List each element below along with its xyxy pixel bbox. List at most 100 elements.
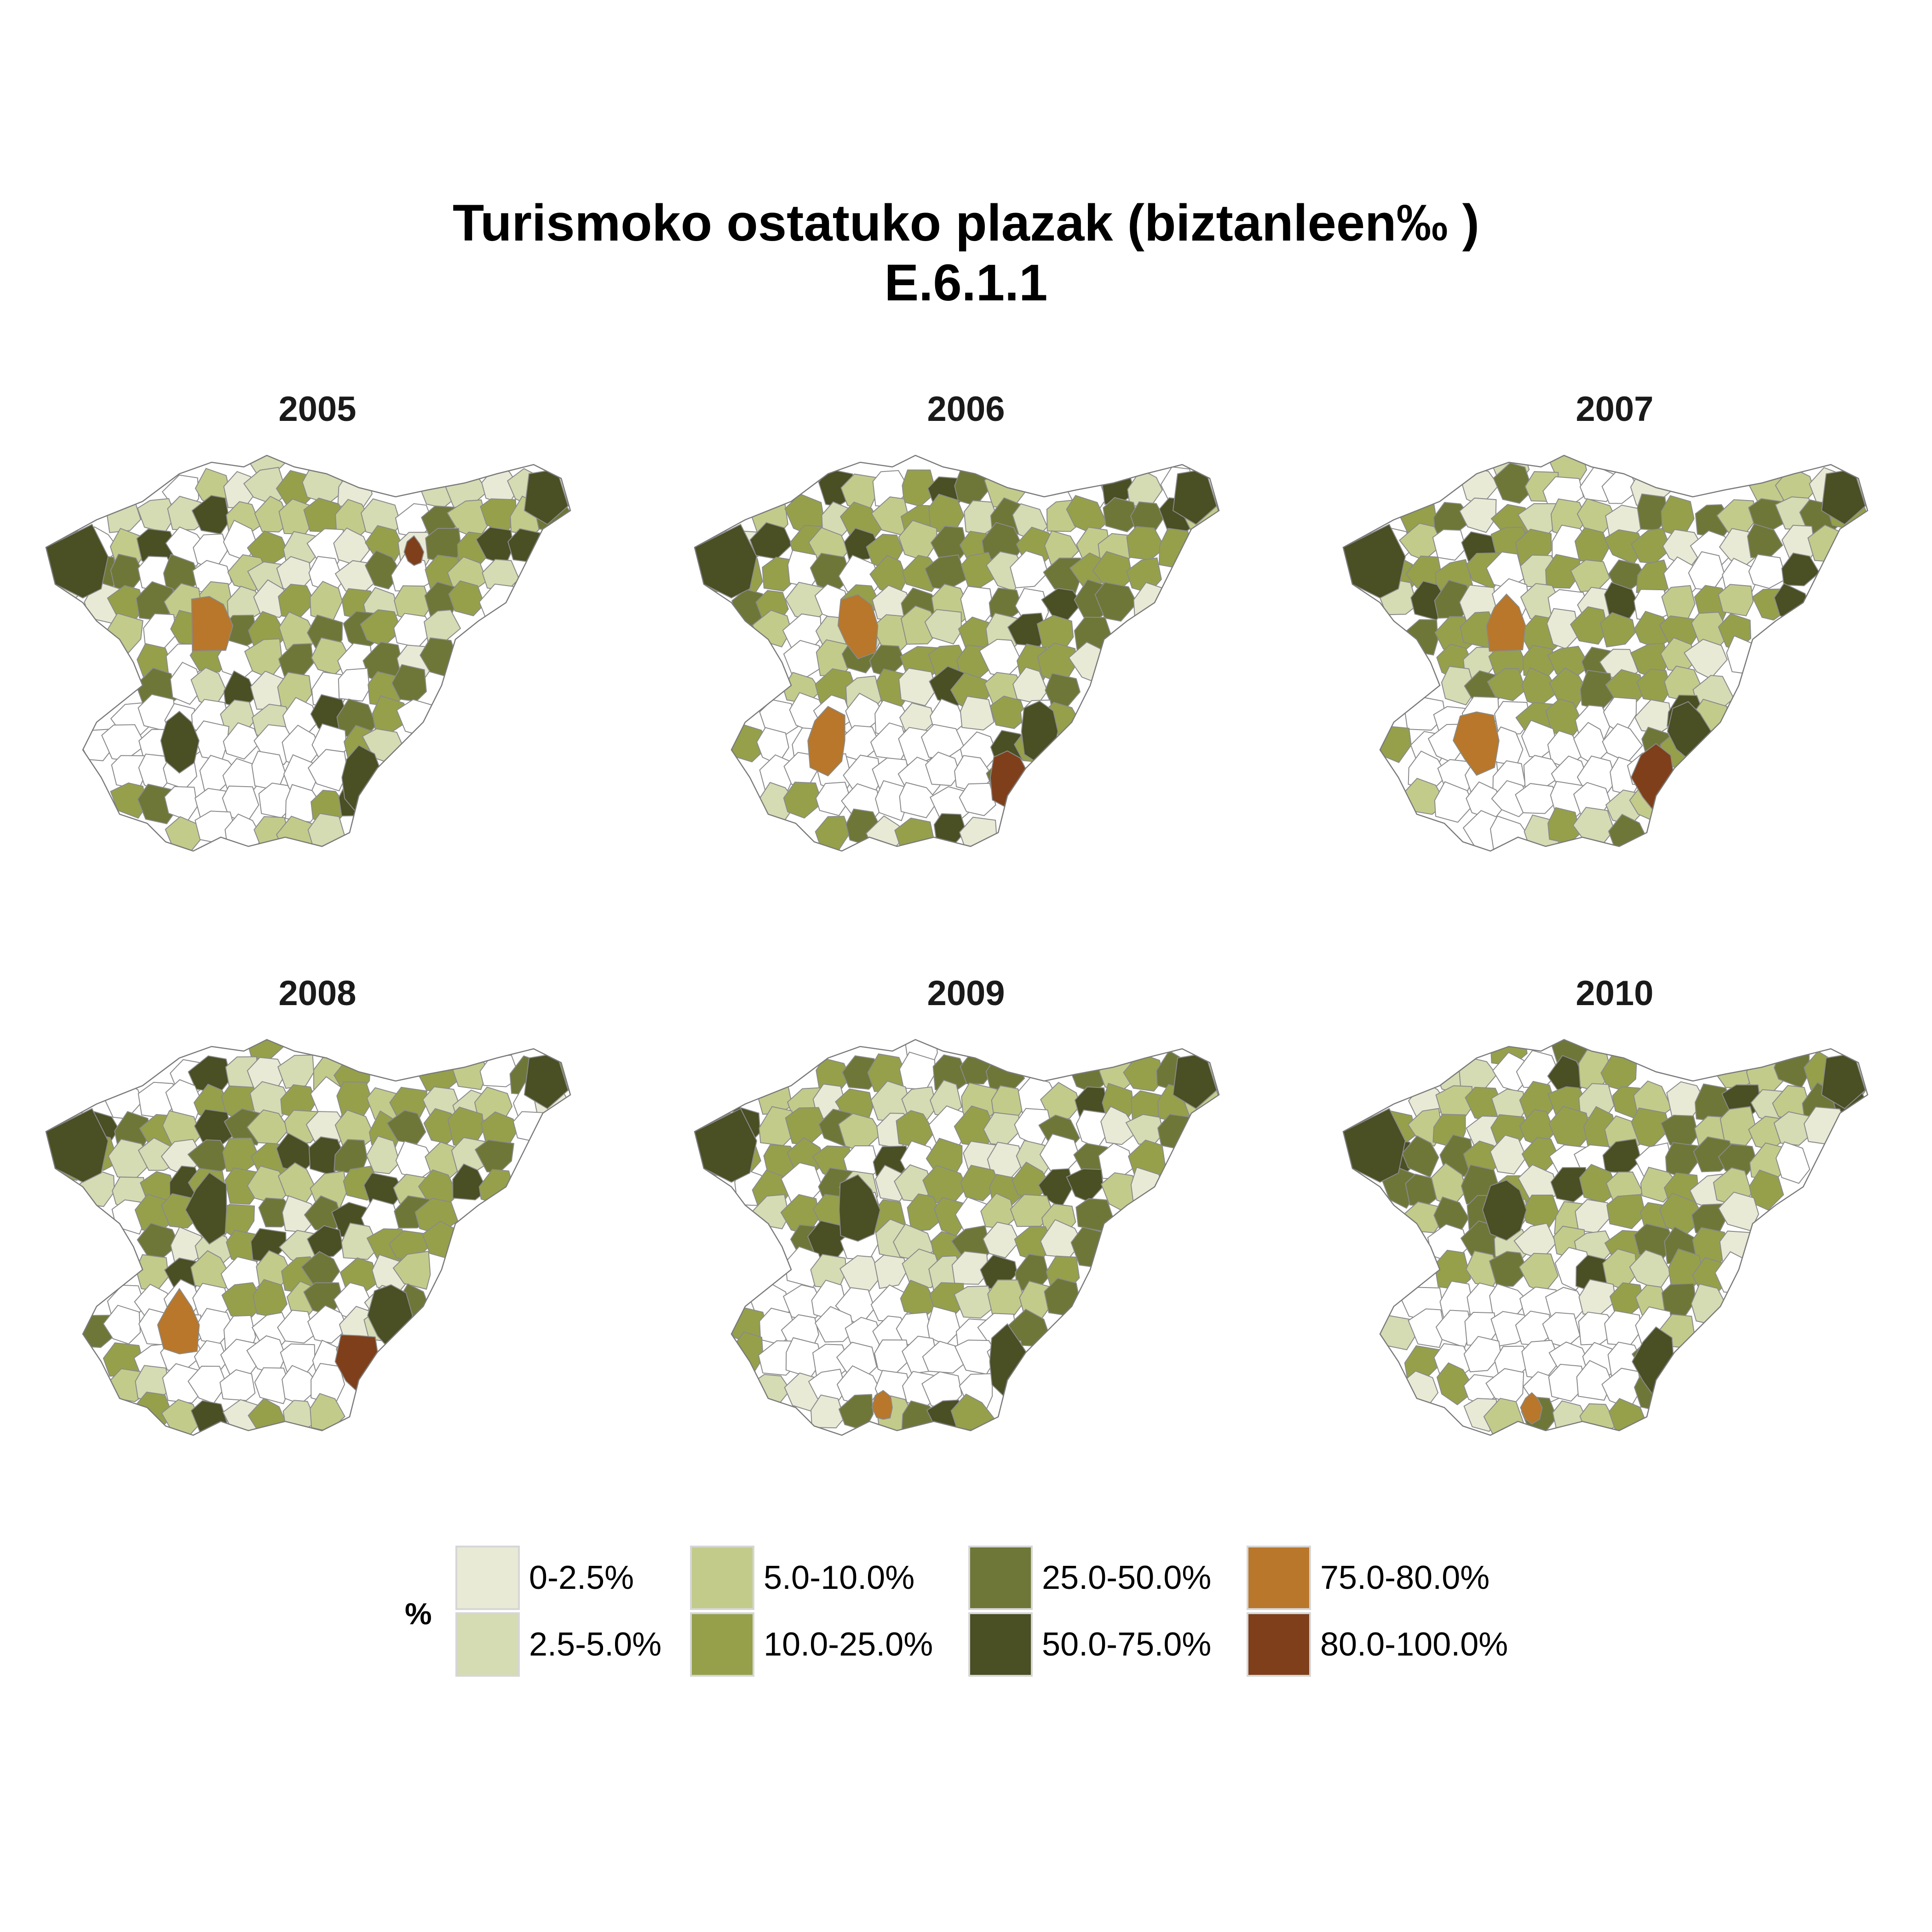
municipality bbox=[479, 1054, 521, 1087]
municipality bbox=[900, 605, 940, 645]
municipality bbox=[874, 1254, 908, 1289]
municipality bbox=[1600, 612, 1636, 648]
municipality bbox=[1123, 1053, 1165, 1092]
municipality bbox=[170, 661, 204, 705]
map-panel-2006: 2006 bbox=[676, 391, 1256, 860]
municipality-highlight bbox=[1520, 1392, 1543, 1425]
municipality bbox=[1007, 612, 1047, 647]
municipality bbox=[907, 1193, 943, 1232]
municipality bbox=[1494, 701, 1531, 736]
municipality bbox=[960, 696, 995, 730]
municipality bbox=[106, 497, 142, 533]
municipality bbox=[392, 1251, 431, 1290]
municipality bbox=[1434, 781, 1474, 823]
municipality bbox=[1604, 1310, 1641, 1346]
province-outline bbox=[1342, 454, 1869, 852]
municipality bbox=[1489, 1251, 1529, 1287]
legend-label-4: 25.0-50.0% bbox=[1042, 1559, 1212, 1596]
municipality bbox=[110, 553, 145, 590]
municipality bbox=[1010, 550, 1049, 588]
municipality bbox=[1432, 529, 1467, 561]
legend-title: % bbox=[405, 1597, 432, 1631]
municipality bbox=[1726, 635, 1760, 674]
legend-label-1: 2.5-5.0% bbox=[529, 1626, 662, 1663]
municipality bbox=[165, 1079, 203, 1121]
legend-key-5 bbox=[968, 1612, 1033, 1677]
map-panel-2009: 2009 bbox=[676, 975, 1256, 1444]
legend-key-1 bbox=[455, 1612, 520, 1677]
municipality bbox=[1373, 725, 1412, 763]
choropleth-map bbox=[694, 454, 1220, 852]
municipality-highlight bbox=[871, 1390, 893, 1420]
legend-label-7: 80.0-100.0% bbox=[1320, 1626, 1508, 1663]
municipality bbox=[452, 1163, 488, 1201]
municipality bbox=[1040, 1081, 1081, 1120]
municipality bbox=[925, 751, 960, 786]
municipality bbox=[1774, 583, 1812, 622]
municipality bbox=[1775, 1141, 1811, 1184]
municipality bbox=[954, 1285, 996, 1319]
municipality bbox=[1435, 1310, 1472, 1348]
choropleth-map bbox=[45, 1039, 571, 1436]
map-panel-2007: 2007 bbox=[1325, 391, 1904, 860]
municipality bbox=[1487, 668, 1526, 702]
municipality bbox=[815, 816, 851, 851]
choropleth-map bbox=[45, 454, 571, 852]
municipality-highlight bbox=[1482, 1179, 1527, 1241]
municipality bbox=[1075, 1198, 1114, 1232]
municipality bbox=[366, 1135, 400, 1174]
municipality bbox=[1570, 606, 1609, 645]
municipality-highlight bbox=[403, 535, 425, 566]
municipality bbox=[959, 782, 996, 816]
municipality bbox=[983, 1221, 1020, 1259]
municipality bbox=[924, 609, 962, 644]
municipality bbox=[1066, 1168, 1104, 1202]
legend-key-3 bbox=[690, 1612, 754, 1677]
municipality bbox=[1550, 1167, 1588, 1202]
legend: % 0-2.5% 2.5-5.0% 5.0-10.0% 10.0-25.0% 2… bbox=[405, 1546, 1546, 1693]
municipality bbox=[985, 1054, 1025, 1091]
municipality bbox=[1459, 497, 1497, 533]
municipality bbox=[307, 1305, 348, 1344]
municipality bbox=[1718, 584, 1754, 616]
municipality bbox=[307, 749, 348, 792]
municipality-highlight bbox=[837, 594, 879, 660]
municipality bbox=[1576, 498, 1616, 533]
municipality bbox=[899, 782, 939, 818]
municipality bbox=[1606, 1194, 1646, 1230]
province-outline bbox=[1342, 1039, 1869, 1436]
municipality-highlight bbox=[160, 710, 200, 774]
legend-label-5: 50.0-75.0% bbox=[1042, 1626, 1212, 1663]
municipality bbox=[1604, 581, 1639, 619]
municipality bbox=[1781, 552, 1820, 586]
municipality bbox=[1100, 1105, 1139, 1145]
legend-key-0 bbox=[455, 1546, 520, 1610]
municipality bbox=[254, 1367, 291, 1404]
legend-label-0: 0-2.5% bbox=[529, 1559, 634, 1596]
municipality-cells bbox=[46, 1040, 570, 1435]
municipality bbox=[1545, 554, 1581, 589]
municipality-highlight bbox=[191, 596, 234, 652]
legend-key-4 bbox=[968, 1546, 1033, 1610]
municipality bbox=[306, 1225, 344, 1259]
municipality bbox=[987, 1279, 1026, 1317]
municipality bbox=[386, 1110, 426, 1144]
municipality bbox=[478, 1169, 516, 1206]
municipality-highlight bbox=[807, 706, 845, 776]
municipality bbox=[933, 813, 966, 845]
panel-title: 2009 bbox=[927, 974, 1005, 1013]
municipality-highlight bbox=[839, 1174, 881, 1242]
municipality bbox=[277, 1310, 316, 1344]
municipality bbox=[894, 817, 935, 851]
municipality bbox=[1748, 1169, 1784, 1211]
municipality bbox=[338, 667, 370, 702]
municipality bbox=[310, 581, 343, 624]
municipality bbox=[219, 1369, 256, 1401]
panel-title: 2010 bbox=[1576, 974, 1654, 1013]
province-outline bbox=[45, 1039, 571, 1436]
municipality-highlight bbox=[184, 1172, 227, 1245]
municipality bbox=[278, 643, 314, 677]
municipality bbox=[814, 1306, 855, 1343]
legend-label-2: 5.0-10.0% bbox=[764, 1559, 915, 1596]
municipality bbox=[898, 667, 937, 707]
